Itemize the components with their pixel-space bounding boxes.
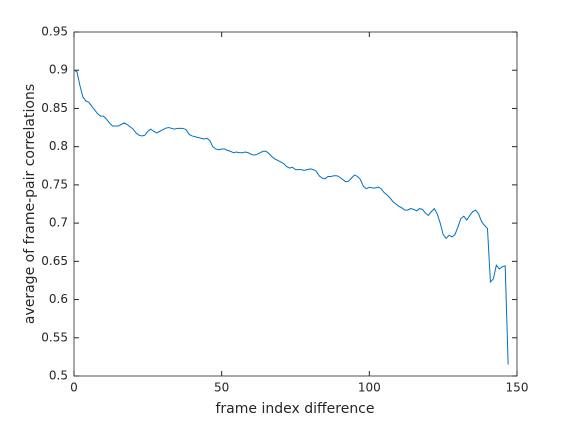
- y-tick-label: 0.95: [41, 25, 68, 39]
- y-tick-label: 0.75: [41, 177, 68, 191]
- x-tick-label: 100: [358, 381, 381, 395]
- y-tick-label: 0.65: [41, 254, 68, 268]
- y-tick-label: 0.55: [41, 330, 68, 344]
- x-tick-label: 50: [214, 381, 229, 395]
- y-tick-label: 0.6: [49, 292, 68, 306]
- y-tick-label: 0.8: [49, 139, 68, 153]
- x-axis-label: frame index difference: [216, 401, 375, 417]
- data-line: [73, 69, 509, 365]
- y-tick-label: 0.9: [49, 63, 68, 77]
- x-tick-label: 0: [70, 381, 78, 395]
- y-axis-label: average of frame-pair correlations: [22, 84, 38, 324]
- plot-box: [73, 31, 518, 377]
- y-tick-label: 0.85: [41, 101, 68, 115]
- y-tick-label: 0.7: [49, 216, 68, 230]
- x-tick-label: 150: [506, 381, 529, 395]
- y-tick-label: 0.5: [49, 369, 68, 383]
